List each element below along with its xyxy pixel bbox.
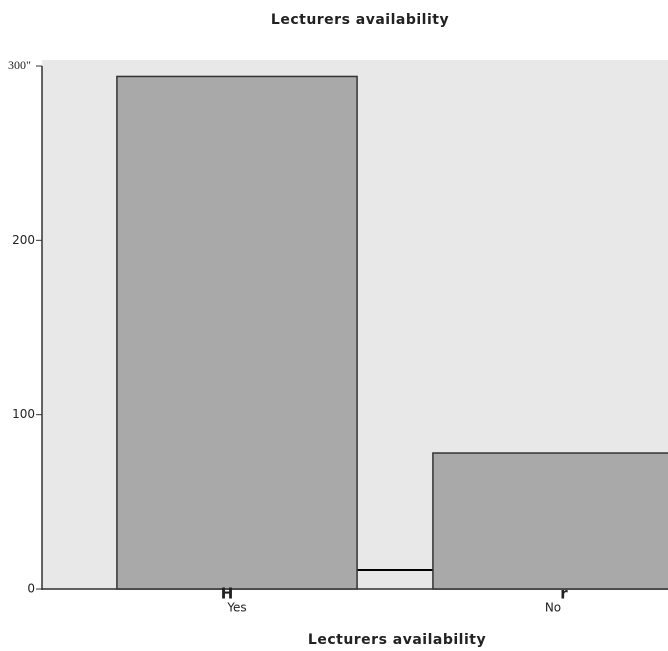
bar xyxy=(432,452,668,590)
y-tick-label: 0 xyxy=(27,582,35,596)
annotation: H xyxy=(221,585,234,603)
y-tick-label: 300" xyxy=(8,58,31,72)
chart-title: Lecturers availability xyxy=(271,12,449,28)
x-tick-label: No xyxy=(545,601,561,615)
y-tick-label: 100 xyxy=(12,407,35,421)
y-tick-label: 200 xyxy=(12,233,35,247)
x-axis-label: Lecturers availability xyxy=(308,632,486,648)
x-tick-label: Yes xyxy=(226,601,246,615)
annotation: r xyxy=(560,585,568,603)
bar xyxy=(116,75,358,590)
